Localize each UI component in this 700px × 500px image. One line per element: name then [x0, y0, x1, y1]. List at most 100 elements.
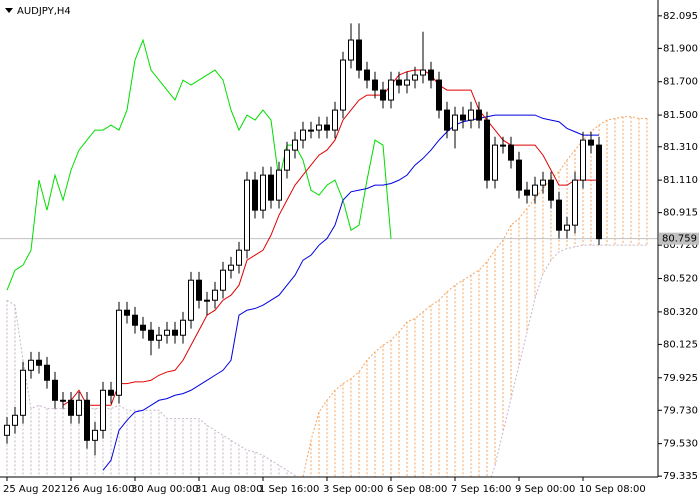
x-tick-label: 6 Sep 08:00 — [387, 484, 447, 495]
candle-body — [412, 74, 418, 81]
candle-body — [244, 179, 250, 251]
y-tick-label: 79.925 — [663, 373, 698, 384]
candle-body — [308, 129, 314, 132]
candle-body — [148, 329, 154, 341]
x-tick-label: 3 Sep 00:00 — [323, 484, 383, 495]
candle-body — [484, 119, 490, 181]
candle-body — [28, 359, 34, 371]
candle-body — [92, 429, 98, 441]
y-tick-label: 79.335 — [663, 471, 698, 482]
y-tick-label: 80.720 — [663, 240, 698, 251]
candle-body — [588, 139, 594, 146]
candle-body — [572, 179, 578, 226]
candle-body — [492, 144, 498, 181]
title-marker — [5, 8, 13, 13]
y-tick-label: 80.915 — [663, 208, 698, 219]
candle-body — [556, 199, 562, 231]
span-b-line — [6, 244, 647, 477]
candle-body — [52, 379, 58, 401]
y-tick-label: 81.900 — [663, 43, 698, 54]
candle-body — [140, 324, 146, 331]
candle-body — [84, 399, 90, 441]
candle-body — [372, 79, 378, 91]
candle-body — [508, 144, 514, 161]
candle-body — [180, 319, 186, 336]
y-tick-label: 79.530 — [663, 439, 698, 450]
candle-body — [476, 109, 482, 121]
candle-body — [468, 109, 474, 121]
candle-body — [404, 79, 410, 86]
candle-body — [124, 309, 130, 316]
current-price-box — [659, 232, 699, 245]
candle-body — [196, 279, 202, 301]
candle-body — [532, 184, 538, 196]
candle-body — [68, 399, 74, 416]
candle-body — [324, 124, 330, 131]
candle-body — [452, 114, 458, 131]
x-tick-label: 10 Sep 08:00 — [579, 484, 646, 495]
y-tick-label: 80.520 — [663, 274, 698, 285]
candle-body — [252, 179, 258, 211]
candle-body — [228, 264, 234, 271]
x-tick-label: 1 Sep 16:00 — [259, 484, 319, 495]
candle-body — [332, 109, 338, 131]
x-tick-label: 7 Sep 16:00 — [451, 484, 511, 495]
candle-body — [564, 224, 570, 231]
current-price-label: 80.759 — [662, 234, 697, 245]
candle-body — [388, 79, 394, 101]
candle-body — [596, 144, 602, 240]
candle-body — [268, 174, 274, 201]
candle-body — [524, 189, 530, 196]
y-tick-label: 79.730 — [663, 405, 698, 416]
candle-body — [364, 69, 370, 81]
candle-body — [284, 149, 290, 171]
candle-body — [4, 424, 10, 436]
candle-body — [340, 59, 346, 111]
candle-body — [444, 109, 450, 131]
candle-body — [428, 69, 434, 81]
indicator-line — [6, 38, 392, 291]
candle-body — [116, 309, 122, 396]
chart-title: AUDJPY,H4 — [17, 6, 71, 17]
x-tick-label: 9 Sep 00:00 — [515, 484, 575, 495]
y-tick-label: 82.095 — [663, 11, 698, 22]
y-tick-label: 80.320 — [663, 307, 698, 318]
indicator-line — [102, 114, 599, 471]
y-tick-label: 81.310 — [663, 142, 698, 153]
candle-body — [436, 79, 442, 111]
x-tick-label: 30 Aug 00:00 — [131, 484, 198, 495]
x-tick-label: 26 Aug 16:00 — [67, 484, 134, 495]
candle-body — [380, 89, 386, 101]
y-tick-label: 81.110 — [663, 175, 698, 186]
candle-body — [396, 79, 402, 86]
candle-body — [420, 69, 426, 76]
candle-body — [20, 369, 26, 416]
candle-body — [60, 399, 66, 402]
candle-body — [44, 364, 50, 381]
candle-body — [12, 414, 18, 426]
span-a-line — [302, 116, 647, 477]
candle-body — [204, 299, 210, 302]
candle-body — [300, 129, 306, 141]
candle-body — [348, 39, 354, 61]
indicator-line — [62, 69, 599, 406]
candle-body — [316, 124, 322, 131]
candle-body — [220, 269, 226, 291]
plot-area — [0, 23, 658, 477]
candle-body — [172, 329, 178, 336]
y-tick-label: 81.500 — [663, 110, 698, 121]
candle-body — [188, 279, 194, 321]
candle-body — [236, 249, 242, 266]
x-tick-label: 25 Aug 2021 — [3, 484, 67, 495]
candle-body — [76, 399, 82, 416]
candle-body — [292, 139, 298, 151]
y-tick-label: 80.125 — [663, 339, 698, 350]
candle-body — [212, 289, 218, 301]
candle-body — [108, 389, 114, 396]
candle-body — [356, 39, 362, 71]
candle-body — [516, 159, 522, 191]
candle-body — [276, 169, 282, 201]
y-tick-label: 81.700 — [663, 77, 698, 88]
candle-body — [156, 334, 162, 341]
